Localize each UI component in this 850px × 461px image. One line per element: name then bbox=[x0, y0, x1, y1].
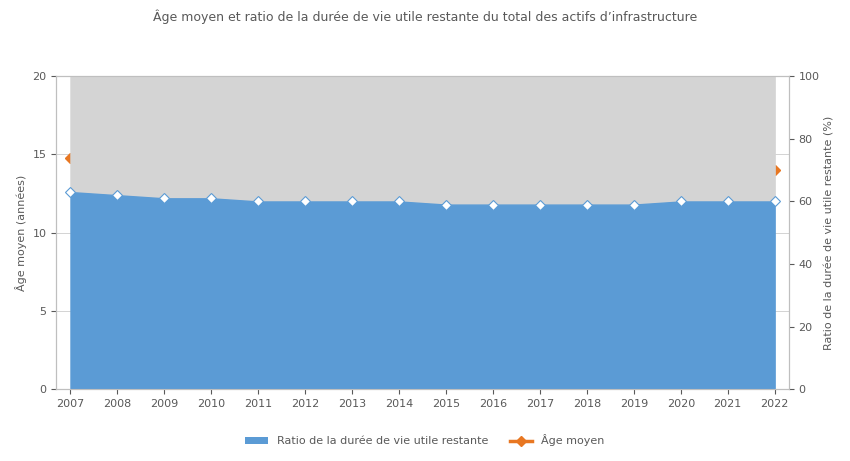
Y-axis label: Âge moyen (années): Âge moyen (années) bbox=[15, 175, 27, 291]
Text: Âge moyen et ratio de la durée de vie utile restante du total des actifs d’infra: Âge moyen et ratio de la durée de vie ut… bbox=[153, 9, 697, 24]
Y-axis label: Ratio de la durée de vie utile restante (%): Ratio de la durée de vie utile restante … bbox=[825, 116, 835, 350]
Legend: Ratio de la durée de vie utile restante, Âge moyen: Ratio de la durée de vie utile restante,… bbox=[241, 430, 609, 451]
